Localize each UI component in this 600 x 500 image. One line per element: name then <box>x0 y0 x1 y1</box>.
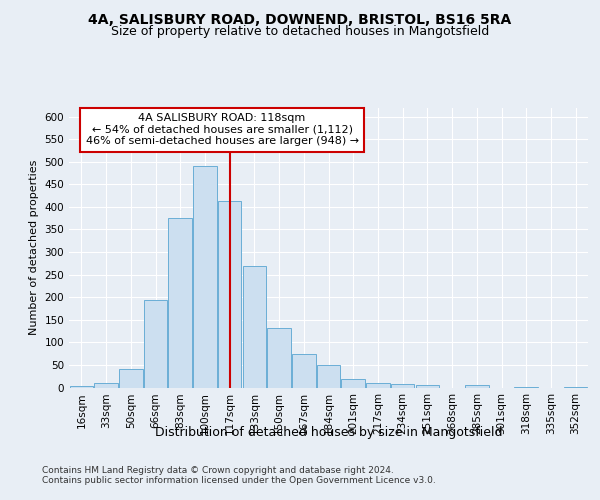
Y-axis label: Number of detached properties: Number of detached properties <box>29 160 39 335</box>
Bar <box>465 385 488 388</box>
Text: 4A SALISBURY ROAD: 118sqm
← 54% of detached houses are smaller (1,112)
46% of se: 4A SALISBURY ROAD: 118sqm ← 54% of detac… <box>86 113 359 146</box>
Bar <box>416 385 439 388</box>
Bar <box>514 386 538 388</box>
Text: Contains public sector information licensed under the Open Government Licence v3: Contains public sector information licen… <box>42 476 436 485</box>
Bar <box>268 328 291 388</box>
Bar <box>94 383 118 388</box>
Text: Contains HM Land Registry data © Crown copyright and database right 2024.: Contains HM Land Registry data © Crown c… <box>42 466 394 475</box>
Bar <box>242 266 266 388</box>
Bar <box>70 386 93 388</box>
Bar <box>218 201 241 388</box>
Bar <box>169 218 192 388</box>
Bar <box>366 383 389 388</box>
Bar <box>292 354 316 388</box>
Bar <box>317 365 340 388</box>
Text: Size of property relative to detached houses in Mangotsfield: Size of property relative to detached ho… <box>111 25 489 38</box>
Bar <box>144 300 167 388</box>
Text: Distribution of detached houses by size in Mangotsfield: Distribution of detached houses by size … <box>155 426 503 439</box>
Bar <box>119 370 143 388</box>
Text: 4A, SALISBURY ROAD, DOWNEND, BRISTOL, BS16 5RA: 4A, SALISBURY ROAD, DOWNEND, BRISTOL, BS… <box>88 12 512 26</box>
Bar <box>341 380 365 388</box>
Bar <box>193 166 217 388</box>
Bar <box>391 384 415 388</box>
